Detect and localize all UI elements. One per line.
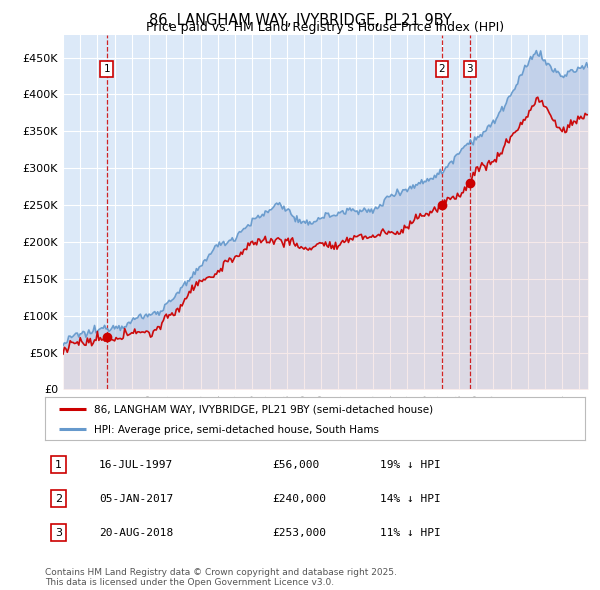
Text: Contains HM Land Registry data © Crown copyright and database right 2025.
This d: Contains HM Land Registry data © Crown c… bbox=[45, 568, 397, 587]
Text: £253,000: £253,000 bbox=[272, 527, 326, 537]
Text: 14% ↓ HPI: 14% ↓ HPI bbox=[380, 494, 440, 503]
Text: £56,000: £56,000 bbox=[272, 460, 319, 470]
Text: 1: 1 bbox=[55, 460, 62, 470]
Title: Price paid vs. HM Land Registry's House Price Index (HPI): Price paid vs. HM Land Registry's House … bbox=[146, 21, 505, 34]
Text: 3: 3 bbox=[466, 64, 473, 74]
Text: 3: 3 bbox=[55, 527, 62, 537]
Text: 05-JAN-2017: 05-JAN-2017 bbox=[99, 494, 173, 503]
Text: 86, LANGHAM WAY, IVYBRIDGE, PL21 9BY: 86, LANGHAM WAY, IVYBRIDGE, PL21 9BY bbox=[149, 13, 451, 28]
Text: 11% ↓ HPI: 11% ↓ HPI bbox=[380, 527, 440, 537]
Text: 19% ↓ HPI: 19% ↓ HPI bbox=[380, 460, 440, 470]
Text: 16-JUL-1997: 16-JUL-1997 bbox=[99, 460, 173, 470]
Text: 2: 2 bbox=[55, 494, 62, 503]
Text: 20-AUG-2018: 20-AUG-2018 bbox=[99, 527, 173, 537]
Text: 2: 2 bbox=[439, 64, 445, 74]
Text: 1: 1 bbox=[103, 64, 110, 74]
Text: HPI: Average price, semi-detached house, South Hams: HPI: Average price, semi-detached house,… bbox=[94, 425, 379, 435]
Text: £240,000: £240,000 bbox=[272, 494, 326, 503]
Text: 86, LANGHAM WAY, IVYBRIDGE, PL21 9BY (semi-detached house): 86, LANGHAM WAY, IVYBRIDGE, PL21 9BY (se… bbox=[94, 405, 433, 415]
